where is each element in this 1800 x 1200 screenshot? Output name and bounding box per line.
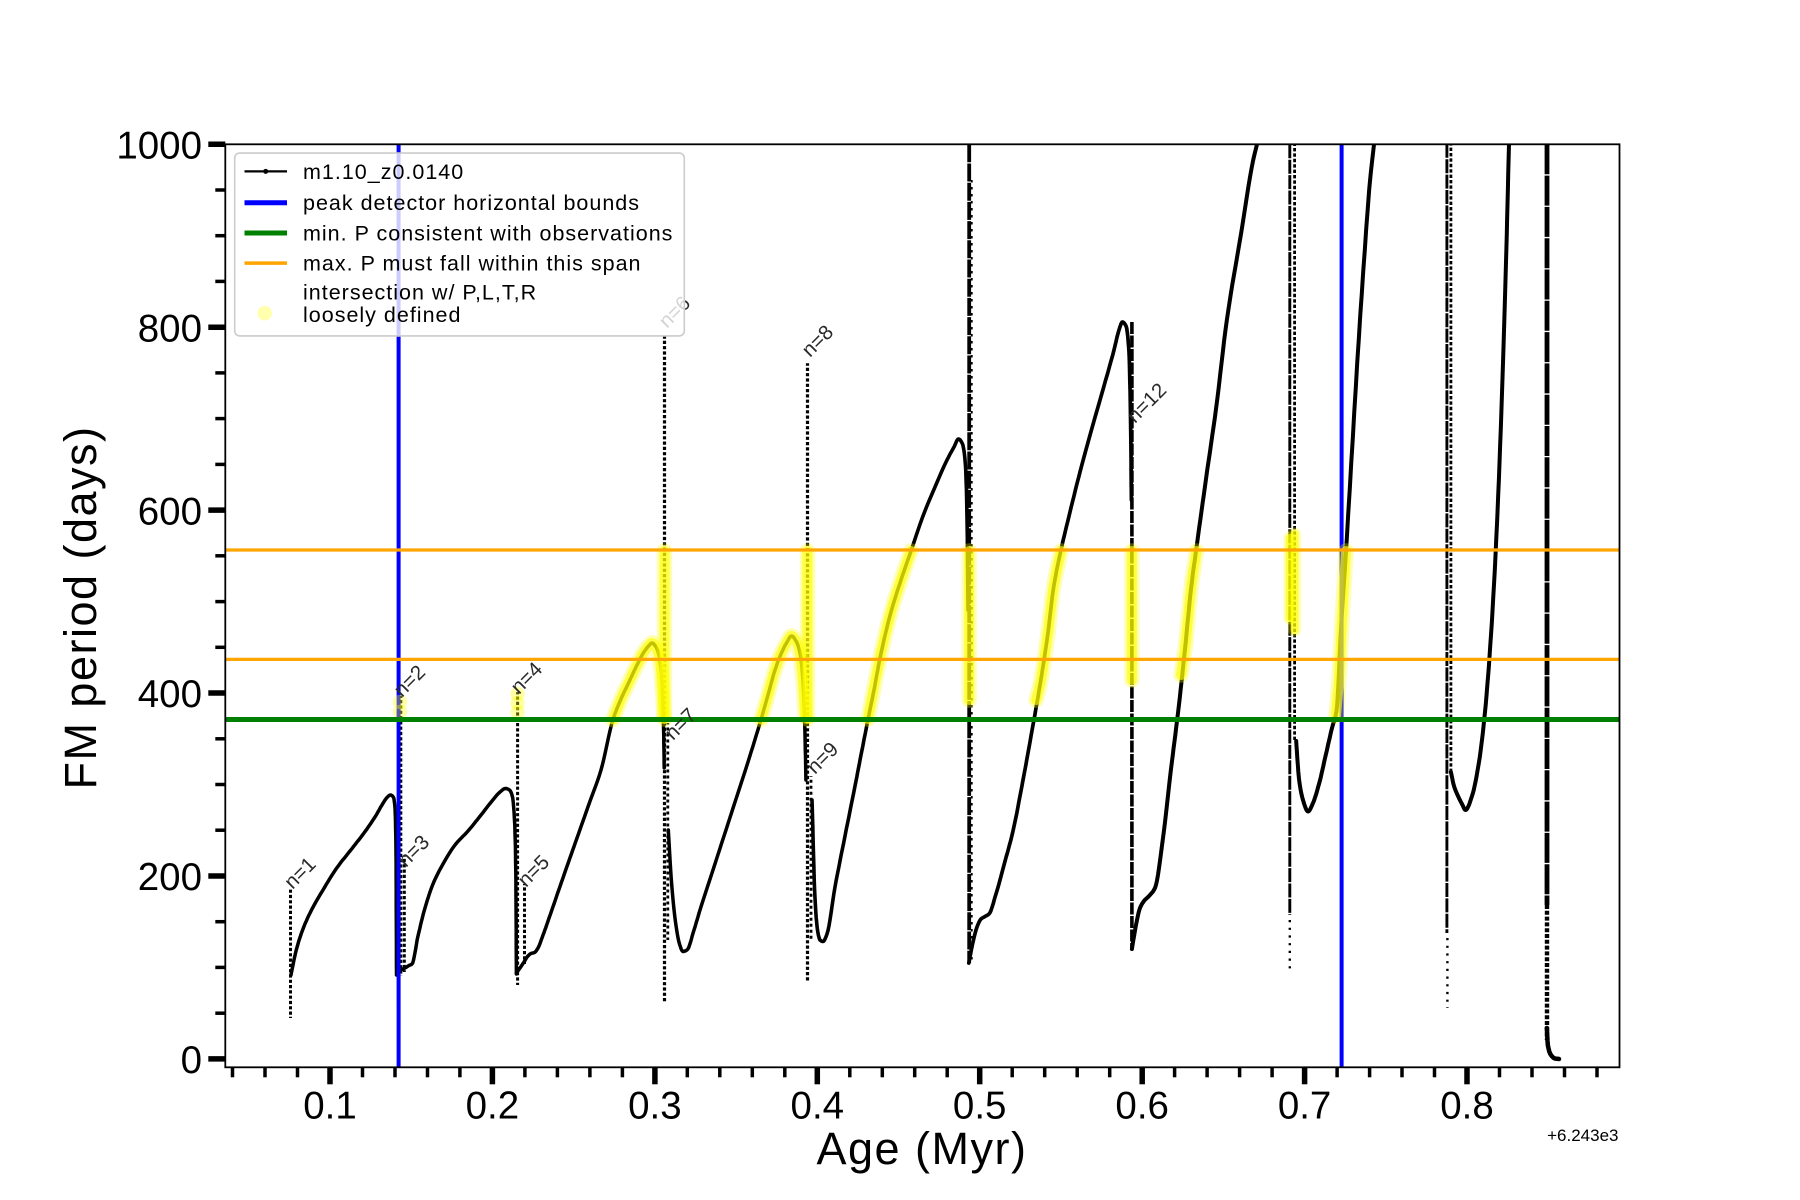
svg-text:200: 200 (138, 856, 202, 899)
svg-text:+6.243e3: +6.243e3 (1547, 1126, 1618, 1145)
svg-text:1000: 1000 (116, 125, 202, 168)
svg-text:min. P consistent with observa: min. P consistent with observations (303, 221, 673, 245)
svg-text:Age (Myr): Age (Myr) (816, 1123, 1027, 1174)
svg-text:600: 600 (138, 490, 202, 533)
svg-text:400: 400 (138, 673, 202, 716)
svg-text:peak detector horizontal bound: peak detector horizontal bounds (303, 191, 640, 215)
svg-text:intersection w/ P,L,T,R: intersection w/ P,L,T,R (303, 281, 537, 305)
svg-text:0.7: 0.7 (1278, 1085, 1332, 1128)
svg-text:loosely defined: loosely defined (303, 303, 461, 327)
svg-text:0.1: 0.1 (303, 1085, 357, 1128)
svg-text:m1.10_z0.0140: m1.10_z0.0140 (303, 160, 464, 184)
svg-text:0.4: 0.4 (791, 1085, 845, 1128)
svg-text:0: 0 (181, 1039, 202, 1082)
svg-text:max. P must fall within this s: max. P must fall within this span (303, 252, 642, 276)
svg-text:0.8: 0.8 (1440, 1085, 1494, 1128)
svg-text:0.3: 0.3 (628, 1085, 682, 1128)
svg-text:FM period (days): FM period (days) (55, 425, 106, 789)
svg-text:800: 800 (138, 307, 202, 350)
svg-text:0.5: 0.5 (953, 1085, 1007, 1128)
svg-text:0.2: 0.2 (466, 1085, 520, 1128)
svg-text:0.6: 0.6 (1115, 1085, 1169, 1128)
